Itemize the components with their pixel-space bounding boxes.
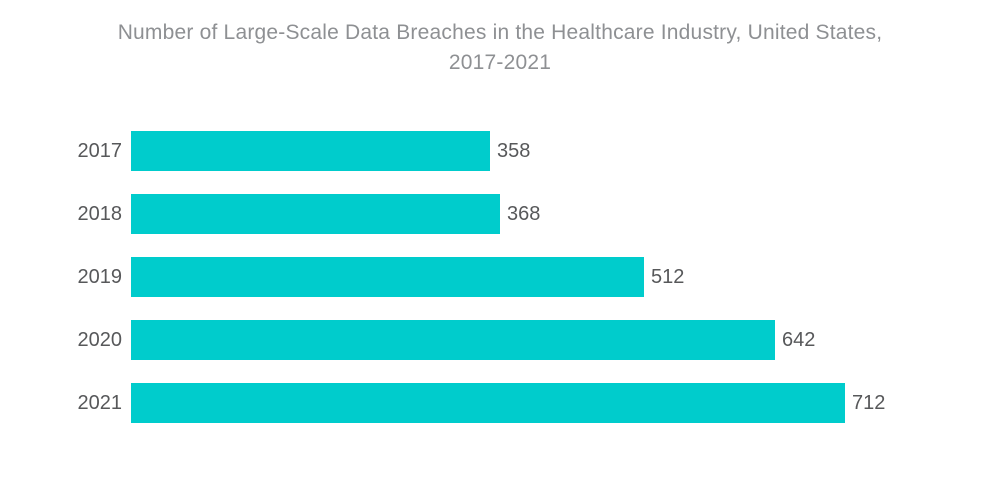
value-label: 642 [782, 328, 816, 351]
value-label: 712 [852, 391, 886, 414]
category-label: 2021 [77, 391, 123, 414]
chart-row: 2017 358 [0, 131, 1000, 171]
chart-row: 2020 642 [0, 320, 1000, 360]
bar [131, 320, 775, 360]
category-label: 2019 [77, 265, 123, 288]
bar [131, 131, 490, 171]
chart-title-line2: 2017-2021 [448, 50, 552, 74]
chart-title-line1: Number of Large-Scale Data Breaches in t… [117, 21, 883, 44]
bar [131, 383, 845, 423]
category-label: 2017 [77, 139, 123, 162]
bar [131, 257, 644, 297]
chart-row: 2019 512 [0, 257, 1000, 297]
value-label: 358 [497, 139, 531, 162]
chart-row: 2021 712 [0, 383, 1000, 423]
chart-row: 2018 368 [0, 194, 1000, 234]
value-label: 368 [507, 202, 541, 225]
value-label: 512 [651, 265, 685, 288]
chart-title: Number of Large-Scale Data Breaches in t… [0, 18, 1000, 78]
bar-chart: 2017 358 2018 368 2019 512 2020 642 2021 712 [0, 131, 1000, 446]
category-label: 2020 [77, 328, 123, 351]
bar [131, 194, 500, 234]
category-label: 2018 [77, 202, 123, 225]
